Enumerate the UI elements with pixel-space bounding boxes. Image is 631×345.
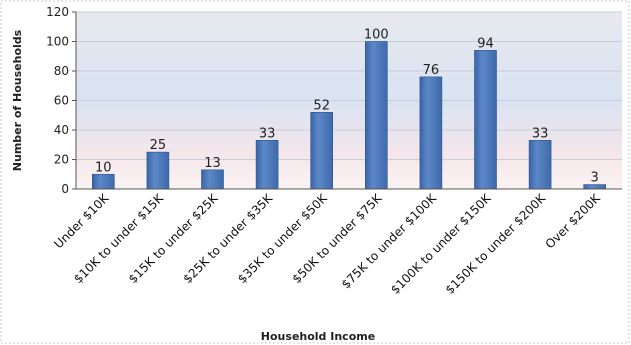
data-label: 94 bbox=[477, 36, 494, 51]
bar bbox=[474, 50, 497, 190]
y-axis-ticks: 0 20 40 60 80 100 120 bbox=[46, 5, 76, 196]
bar bbox=[310, 112, 334, 190]
bar bbox=[201, 169, 224, 190]
bar bbox=[419, 76, 443, 190]
bar bbox=[255, 140, 279, 190]
bar bbox=[364, 41, 388, 190]
x-axis-title: Household Income bbox=[261, 330, 375, 343]
bar bbox=[528, 140, 552, 190]
data-label: 76 bbox=[423, 63, 440, 78]
y-tick-label: 60 bbox=[54, 94, 69, 108]
y-tick-label: 40 bbox=[54, 123, 69, 137]
y-tick-label: 20 bbox=[54, 153, 69, 167]
data-label: 13 bbox=[204, 156, 221, 171]
y-tick-label: 100 bbox=[46, 35, 69, 49]
y-tick-label: 80 bbox=[54, 64, 69, 78]
bar bbox=[92, 173, 115, 190]
gridlines bbox=[76, 11, 622, 160]
data-label: 25 bbox=[150, 138, 167, 153]
data-label: 33 bbox=[532, 126, 549, 141]
data-label: 3 bbox=[591, 171, 599, 186]
y-axis-title: Number of Households bbox=[11, 29, 24, 171]
bars bbox=[92, 41, 607, 190]
data-label: 10 bbox=[95, 160, 112, 175]
data-label: 33 bbox=[259, 126, 276, 141]
bar bbox=[146, 151, 170, 190]
data-label: 100 bbox=[364, 28, 389, 43]
y-tick-label: 120 bbox=[46, 5, 69, 19]
y-tick-label: 0 bbox=[61, 182, 69, 196]
data-label: 52 bbox=[313, 98, 330, 113]
